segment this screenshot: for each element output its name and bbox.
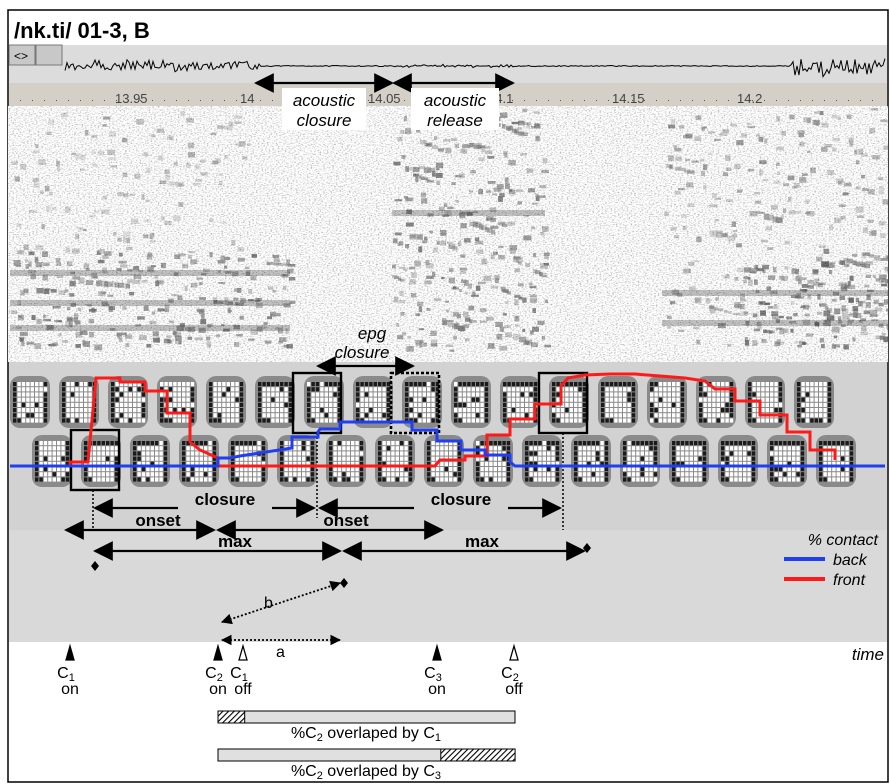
tick-label: 14.05 <box>368 91 401 106</box>
svg-text:off: off <box>505 681 523 698</box>
acoustic-release-box <box>411 88 499 130</box>
acoustic-release-label-2: release <box>427 111 483 130</box>
acoustic-closure-label-2: closure <box>297 111 352 130</box>
acoustic-closure-box <box>282 88 366 130</box>
epg-frame <box>108 376 148 428</box>
tick-label: 14.2 <box>737 91 762 106</box>
epg-frame <box>794 376 834 428</box>
closure-label-bg <box>178 488 272 510</box>
spectrogram <box>8 106 888 362</box>
onset-label-1: onset <box>135 511 181 530</box>
epg-frame-release-highlight <box>389 371 441 435</box>
epg-frame <box>598 376 638 428</box>
overlap-bar-label: %C2 overlaped by C1 <box>291 725 441 744</box>
epg-frame <box>10 376 50 428</box>
epg-frame <box>669 435 709 487</box>
figure-frame <box>7 9 889 783</box>
waveform-panel <box>9 45 887 83</box>
onset-label-2: onset <box>323 511 369 530</box>
svg-text:on: on <box>428 681 446 698</box>
epg-frame <box>402 376 442 428</box>
peak-marker <box>583 543 591 553</box>
epg-frame <box>696 376 736 428</box>
epg-frame <box>620 435 660 487</box>
svg-text:on: on <box>209 681 227 698</box>
tick-label: 14.15 <box>612 91 645 106</box>
epg-frame <box>179 435 219 487</box>
back-arrows-icon: <> <box>14 49 28 63</box>
tick-label: 14 <box>240 91 254 106</box>
back-contact-trace <box>10 420 885 468</box>
epg-frame <box>206 376 246 428</box>
contact-panel <box>9 530 887 642</box>
epg-frame <box>767 435 807 487</box>
b-label: b <box>264 595 273 612</box>
epg-frame <box>255 376 295 428</box>
closure-label-1: closure <box>195 490 255 509</box>
epg-frame <box>816 435 856 487</box>
max-label-1: max <box>218 532 253 551</box>
front-contact-trace <box>10 372 837 468</box>
overlap-bar-track <box>217 710 516 724</box>
epg-frame <box>277 435 317 487</box>
axis-dots <box>20 100 873 101</box>
max-label-2: max <box>465 532 500 551</box>
b-interval-arrow <box>220 580 342 625</box>
epg-closure-label-2: closure <box>335 343 390 362</box>
a-label: a <box>276 644 285 661</box>
closure-label-2: closure <box>431 490 491 509</box>
epg-frame <box>59 376 99 428</box>
epg-frame <box>304 376 344 428</box>
closure-label-bg <box>414 488 508 510</box>
peak-marker <box>340 578 348 588</box>
legend-label-back: back <box>833 552 868 569</box>
epg-frame <box>353 376 393 428</box>
svg-text:on: on <box>61 681 79 698</box>
epg-frame <box>718 435 758 487</box>
legend-heading: % contact <box>808 532 879 549</box>
figure-title: /nk.ti/ 01-3, B <box>14 18 150 43</box>
epg-frames <box>10 376 856 487</box>
epg-frame <box>522 435 562 487</box>
epg-frame <box>228 435 268 487</box>
tick-label: 13.95 <box>115 91 148 106</box>
epg-frame <box>473 435 513 487</box>
epg-frame <box>549 376 589 428</box>
overlap-bar-fill <box>217 710 246 724</box>
epg-frame <box>81 435 121 487</box>
legend-label-front: front <box>833 572 866 589</box>
overlap-bar-fill <box>440 748 516 762</box>
overlap-bar-label: %C2 overlaped by C3 <box>291 763 441 782</box>
svg-text:off: off <box>234 681 252 698</box>
acoustic-release-label-1: acoustic <box>424 91 487 110</box>
epg-frame-highlight <box>69 428 121 492</box>
overlap-bar-2: %C2 overlaped by C3 <box>217 748 516 782</box>
acoustic-closure-label-1: acoustic <box>293 91 356 110</box>
waveform-trace <box>64 58 886 78</box>
epg-frame <box>451 376 491 428</box>
overlap-bar-1: %C2 overlaped by C1 <box>217 710 516 744</box>
time-axis-label: time <box>852 645 884 664</box>
epg-frame <box>647 376 687 428</box>
epg-frame <box>571 435 611 487</box>
epg-frame <box>375 435 415 487</box>
epg-frame <box>130 435 170 487</box>
epg-closure-label-1: epg <box>358 324 387 343</box>
legend: % contact back front <box>784 532 879 589</box>
peak-marker <box>91 561 99 571</box>
title-box <box>9 11 179 44</box>
epg-frame <box>157 376 197 428</box>
epg-frame <box>326 435 366 487</box>
epg-frame <box>32 435 72 487</box>
scroll-buttons: <> <box>8 44 63 66</box>
